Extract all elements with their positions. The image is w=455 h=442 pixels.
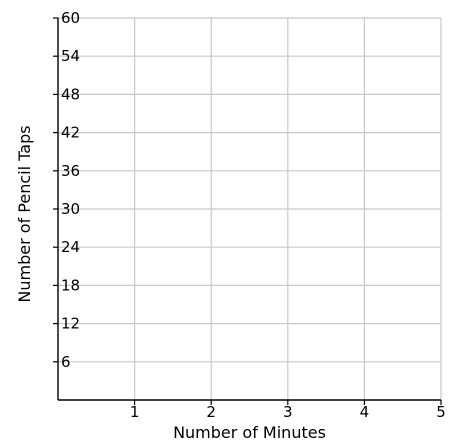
x-tick-label: 1: [130, 403, 140, 421]
y-tick-label: 54: [61, 47, 80, 65]
y-tick-label: 6: [61, 353, 71, 371]
x-tick-label: 5: [436, 403, 446, 421]
y-tick-label: 30: [61, 200, 80, 218]
y-tick-label: 18: [61, 276, 80, 294]
grid: [58, 17, 442, 400]
y-tick-label: 36: [61, 162, 80, 180]
y-tick-label: 48: [61, 85, 80, 103]
y-tick-label: 60: [61, 9, 80, 27]
x-tick-label: 2: [206, 403, 216, 421]
x-tick-label: 4: [360, 403, 370, 421]
y-tick-label: 12: [61, 315, 80, 333]
x-tick-label: 3: [283, 403, 293, 421]
x-axis-label: Number of Minutes: [173, 423, 326, 442]
y-tick-label: 42: [61, 124, 80, 142]
y-axis-label: Number of Pencil Taps: [15, 125, 34, 302]
y-tick-label: 24: [61, 238, 80, 256]
